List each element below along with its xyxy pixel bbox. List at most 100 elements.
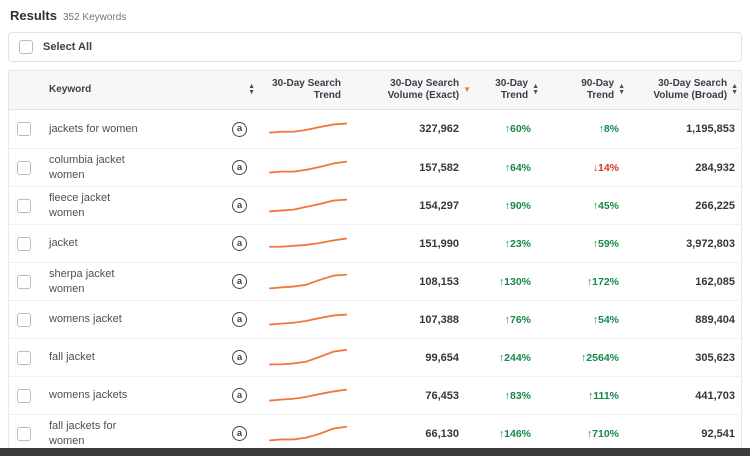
column-header-trend-30[interactable]: 30-Day Trend ▲ ▼ <box>483 71 563 109</box>
column-header-search-trend[interactable]: 30-Day Search Trend <box>263 71 363 109</box>
trend-30-text: ↑244% <box>498 351 531 364</box>
row-checkbox[interactable] <box>17 274 31 289</box>
column-header-keyword[interactable]: Keyword ▲ ▼ <box>43 71 263 109</box>
volume-broad-value: 162,085 <box>695 275 735 288</box>
row-checkbox-cell <box>9 388 43 403</box>
trend-90-text: ↑54% <box>592 313 619 326</box>
amazon-icon[interactable]: a <box>232 198 247 213</box>
sparkline-chart <box>268 388 348 401</box>
keyword-text: sherpa jacket women <box>49 268 115 295</box>
row-checkbox[interactable] <box>17 122 31 136</box>
column-header-trend-90[interactable]: 90-Day Trend ▲ ▼ <box>563 71 653 109</box>
search-trend-sparkline <box>263 119 363 139</box>
amazon-icon[interactable]: a <box>232 388 247 403</box>
keyword-text: womens jacket <box>49 313 122 326</box>
keyword-text: jacket <box>49 237 78 250</box>
trend-30-text: ↑130% <box>498 275 531 288</box>
search-trend-sparkline <box>263 348 363 368</box>
sparkline-chart <box>268 313 348 325</box>
amazon-icon[interactable]: a <box>232 236 247 251</box>
trend-90-value: ↑710% <box>563 428 653 440</box>
volume-broad-value: 92,541 <box>701 427 735 440</box>
trend-30-value: ↑130% <box>483 276 563 288</box>
amazon-icon[interactable]: a <box>232 426 247 441</box>
sparkline-path <box>268 388 348 401</box>
search-trend-sparkline <box>263 272 363 292</box>
trend-90-text: ↑8% <box>598 123 619 135</box>
sort-icons: ▲ ▼ <box>618 83 625 96</box>
row-checkbox[interactable] <box>17 160 31 175</box>
table-body: jackets for women a 327,962 ↑60% ↑8% 1,1… <box>9 110 741 452</box>
trend-90-text: ↑45% <box>592 199 619 212</box>
volume-exact-value: 108,153 <box>419 275 459 288</box>
volume-exact-value: 154,297 <box>419 199 459 212</box>
search-trend-sparkline <box>263 424 363 444</box>
volume-exact-value: 157,582 <box>419 161 459 174</box>
trend-90-text: ↑59% <box>592 237 619 250</box>
sort-icons: ▲ ▼ <box>532 83 539 96</box>
row-checkbox[interactable] <box>17 388 31 403</box>
trend-90-text: ↑2564% <box>581 351 619 364</box>
trend-30-value: ↑244% <box>483 352 563 364</box>
active-sort-desc-icon: ▼ <box>463 85 471 94</box>
keyword-cell: columbia jacket women a <box>43 149 263 186</box>
keyword-cell: jackets for women a <box>43 118 263 141</box>
sort-asc-icon: ▲ <box>731 83 738 90</box>
trend-90-value: ↑45% <box>563 200 653 212</box>
select-all-checkbox[interactable] <box>19 40 33 54</box>
amazon-icon-letter: a <box>236 351 243 363</box>
keyword-cell: fall jacket a <box>43 346 263 369</box>
trend-90-text: ↑111% <box>588 389 619 402</box>
trend-30-value: ↑60% <box>483 123 563 135</box>
horizontal-scrollbar[interactable] <box>0 448 750 456</box>
amazon-icon[interactable]: a <box>232 121 247 137</box>
trend-30-text: ↑146% <box>498 427 531 440</box>
search-trend-sparkline <box>263 386 363 406</box>
amazon-icon-letter: a <box>236 161 243 173</box>
amazon-icon-letter: a <box>236 313 243 325</box>
volume-broad-value: 1,195,853 <box>686 123 735 135</box>
trend-30-text: ↑76% <box>504 313 531 326</box>
amazon-icon[interactable]: a <box>232 274 247 289</box>
row-checkbox-cell <box>9 274 43 289</box>
keyword-cell: womens jackets a <box>43 384 263 407</box>
amazon-icon[interactable]: a <box>232 160 247 175</box>
row-checkbox[interactable] <box>17 426 31 441</box>
volume-broad-value: 305,623 <box>695 351 735 364</box>
row-checkbox[interactable] <box>17 350 31 365</box>
amazon-icon[interactable]: a <box>232 312 247 327</box>
trend-90-value: ↑54% <box>563 314 653 326</box>
trend-90-value: ↑2564% <box>563 352 653 364</box>
volume-broad-value: 284,932 <box>695 161 735 174</box>
column-header-volume-exact-label: 30-Day Search Volume (Exact) <box>387 77 460 102</box>
sort-desc-icon: ▼ <box>618 89 625 96</box>
row-checkbox[interactable] <box>17 236 31 251</box>
keyword-text: jackets for women <box>49 122 138 135</box>
results-count: 352 Keywords <box>62 12 127 23</box>
keyword-text: womens jackets <box>49 389 128 402</box>
sparkline-chart <box>268 273 348 289</box>
column-header-volume-broad[interactable]: 30-Day Search Volume (Broad) ▲ ▼ <box>653 71 741 109</box>
volume-broad-value: 441,703 <box>695 389 735 402</box>
keyword-row: womens jacket a 107,388 ↑76% ↑54% 889,40… <box>9 300 741 338</box>
sort-asc-icon: ▲ <box>248 83 255 90</box>
volume-broad-value: 889,404 <box>695 313 735 326</box>
amazon-icon[interactable]: a <box>232 350 247 365</box>
search-trend-sparkline <box>263 158 363 178</box>
select-all-bar: Select All <box>8 32 742 62</box>
sort-desc-icon: ▼ <box>731 89 738 96</box>
row-checkbox[interactable] <box>17 198 31 213</box>
header-checkbox-spacer <box>9 71 43 109</box>
keywords-table: Keyword ▲ ▼ 30-Day Search Trend 30-Day Se… <box>8 70 742 453</box>
keyword-row: jackets for women a 327,962 ↑60% ↑8% 1,1… <box>9 110 741 148</box>
trend-90-text: ↑172% <box>586 275 619 288</box>
row-checkbox[interactable] <box>17 312 31 327</box>
select-all-label: Select All <box>43 41 93 53</box>
keyword-row: fall jacket a 99,654 ↑244% ↑2564% 305,62… <box>9 338 741 376</box>
sort-icons: ▲ ▼ <box>248 83 255 96</box>
trend-30-value: ↑64% <box>483 162 563 174</box>
amazon-icon-letter: a <box>236 389 243 401</box>
column-header-volume-exact[interactable]: 30-Day Search Volume (Exact) ▼ <box>363 71 483 109</box>
search-trend-sparkline <box>263 310 363 330</box>
